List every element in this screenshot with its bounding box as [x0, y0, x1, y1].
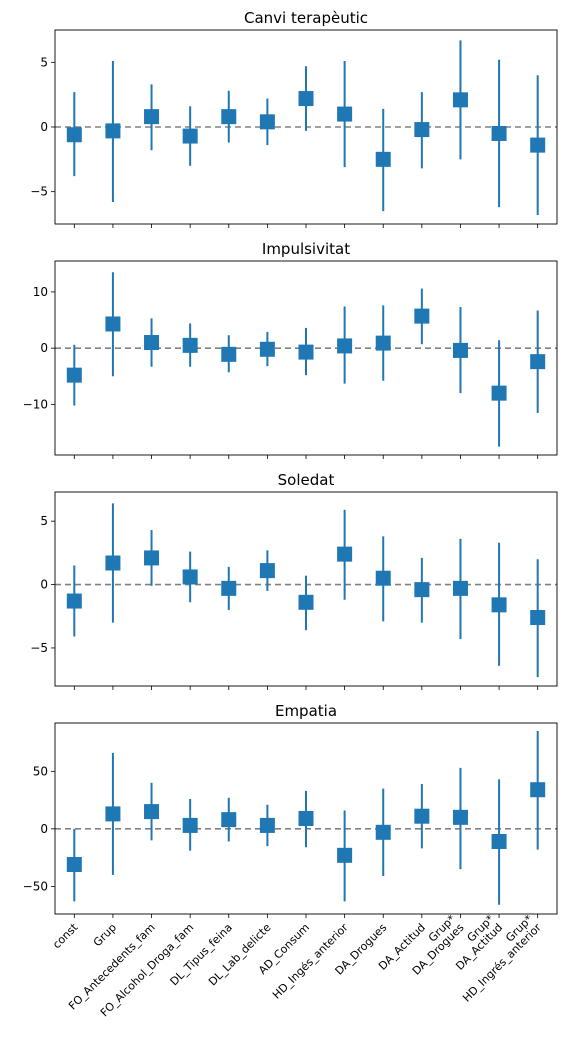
estimate-marker [66, 127, 82, 143]
y-tick-label: 0 [40, 578, 48, 592]
estimate-marker [66, 367, 82, 383]
estimate-marker [452, 809, 468, 825]
estimate-marker [259, 114, 275, 130]
y-tick-label: 0 [40, 822, 48, 836]
estimate-marker [414, 308, 430, 324]
estimate-marker [530, 610, 546, 626]
estimate-marker [221, 346, 237, 362]
estimate-marker [182, 569, 198, 585]
panel-2: Impulsivitat −10 0 10 [23, 240, 558, 459]
axes-frame [54, 491, 558, 687]
estimate-marker [144, 804, 160, 820]
estimate-marker [414, 582, 430, 598]
estimate-marker [414, 122, 430, 138]
estimate-marker [491, 597, 507, 613]
estimate-marker [221, 109, 237, 125]
estimate-marker [66, 593, 82, 609]
estimate-marker [337, 847, 353, 863]
estimate-marker [452, 580, 468, 596]
x-category-label: const [50, 920, 81, 951]
y-tick-label: 0 [40, 120, 48, 134]
y-tick-label: −10 [23, 397, 48, 411]
estimate-marker [298, 344, 314, 360]
estimate-marker [182, 337, 198, 353]
estimate-marker [182, 817, 198, 833]
y-tick-label: 5 [40, 55, 48, 69]
estimate-marker [144, 109, 160, 125]
panel-title: Impulsivitat [262, 240, 350, 258]
estimate-marker [298, 811, 314, 826]
estimate-marker [259, 817, 275, 833]
estimate-marker [452, 92, 468, 108]
y-tick-label: 5 [40, 514, 48, 528]
panel-1: Canvi terapèutic −5 0 5 [30, 9, 558, 228]
estimate-marker [491, 385, 507, 401]
estimate-marker [375, 824, 391, 840]
estimate-marker [375, 335, 391, 351]
estimate-marker [144, 550, 160, 566]
estimate-marker [298, 594, 314, 610]
y-tick-label: −5 [30, 185, 48, 199]
estimate-marker [530, 137, 546, 153]
estimate-marker [491, 125, 507, 141]
estimate-marker [375, 570, 391, 586]
estimate-marker [298, 91, 314, 107]
panel-title: Canvi terapèutic [244, 9, 368, 27]
estimate-marker [414, 808, 430, 824]
estimate-marker [105, 555, 121, 571]
y-tick-label: −5 [30, 641, 48, 655]
axes-frame [54, 29, 558, 225]
estimate-marker [105, 806, 121, 822]
y-tick-label: 10 [33, 285, 48, 299]
estimate-marker [221, 580, 237, 596]
y-tick-label: 0 [40, 341, 48, 355]
estimate-marker [259, 563, 275, 579]
panel-4: Empatia −50 0 50 [23, 702, 558, 918]
estimate-marker [337, 106, 353, 122]
estimate-marker [337, 546, 353, 562]
estimate-marker [530, 782, 546, 798]
axes-frame [54, 260, 558, 456]
y-tick-label: −50 [23, 879, 48, 893]
estimate-marker [530, 354, 546, 370]
estimate-marker [259, 341, 275, 357]
estimate-marker [452, 342, 468, 358]
estimate-marker [375, 151, 391, 167]
estimate-marker [144, 335, 160, 351]
panel-title: Empatia [275, 702, 337, 720]
axes-frame [54, 722, 558, 915]
panel-3: Soledat −5 0 5 [30, 471, 558, 690]
x-category-label: Grup [91, 921, 119, 949]
estimate-marker [221, 812, 237, 828]
estimate-marker [105, 123, 121, 139]
estimate-marker [491, 834, 507, 850]
estimate-marker [182, 128, 198, 144]
estimate-marker [105, 316, 121, 332]
panel-title: Soledat [278, 471, 335, 489]
estimate-marker [66, 857, 82, 873]
estimate-marker [337, 338, 353, 354]
y-tick-label: 50 [33, 764, 48, 778]
